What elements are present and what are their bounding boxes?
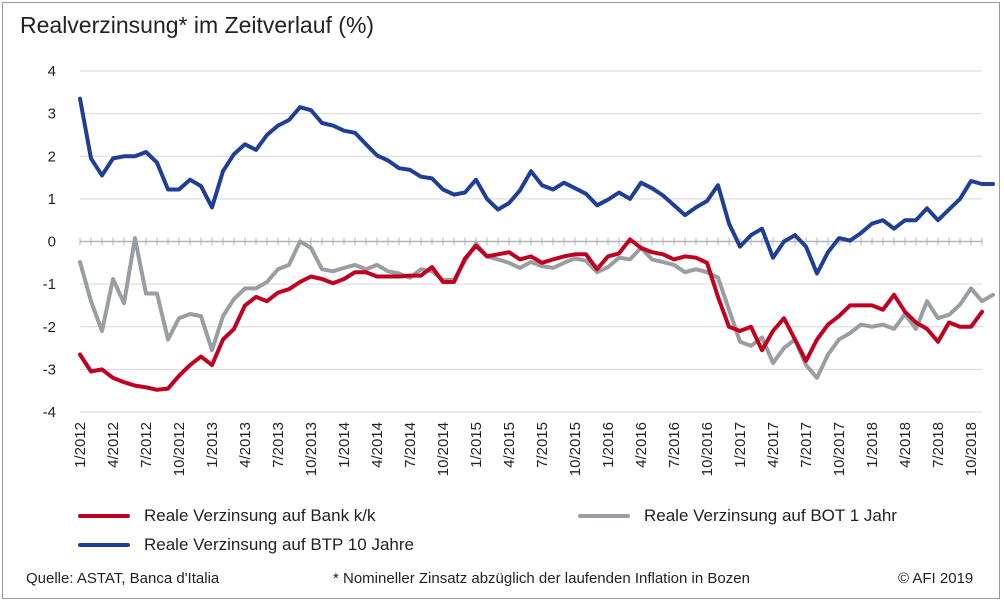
x-tick-label: 7/2012	[138, 422, 155, 468]
copyright: © AFI 2019	[898, 570, 974, 587]
x-tick-label: 1/2018	[864, 422, 881, 468]
y-tick-label: 4	[48, 63, 56, 80]
y-tick-label: 1	[48, 191, 56, 208]
x-tick-label: 7/2014	[402, 422, 419, 468]
y-tick-label: -1	[43, 276, 56, 293]
legend-label-bank: Reale Verzinsung auf Bank k/k	[144, 506, 376, 525]
legend-item-btp: Reale Verzinsung auf BTP 10 Jahre	[78, 535, 414, 555]
x-tick-label: 1/2014	[336, 422, 353, 468]
x-tick-label: 1/2013	[204, 422, 221, 468]
y-tick-label: 0	[48, 234, 56, 251]
x-tick-label: 1/2017	[732, 422, 749, 468]
x-tick-label: 4/2013	[237, 422, 254, 468]
x-tick-label: 4/2012	[105, 422, 122, 468]
x-tick-label: 4/2016	[633, 422, 650, 468]
x-tick-label: 7/2018	[930, 422, 947, 468]
source-note: Quelle: ASTAT, Banca d'Italia	[26, 570, 220, 587]
legend-label-bot: Reale Verzinsung auf BOT 1 Jahr	[644, 506, 897, 525]
x-tick-label: 7/2017	[798, 422, 815, 468]
footnote: * Nomineller Zinsatz abzüglich der laufe…	[333, 570, 750, 587]
x-tick-label: 7/2015	[534, 422, 551, 468]
legend-label-btp: Reale Verzinsung auf BTP 10 Jahre	[144, 535, 414, 554]
x-tick-label: 7/2013	[270, 422, 287, 468]
x-tick-label: 4/2018	[897, 422, 914, 468]
x-tick-label: 4/2017	[765, 422, 782, 468]
y-tick-label: -2	[43, 319, 56, 336]
legend-swatch-bot	[578, 514, 630, 518]
series-line-bot	[78, 236, 995, 380]
x-tick-label: 1/2016	[600, 422, 617, 468]
x-tick-label: 10/2012	[171, 422, 188, 476]
x-tick-label: 1/2012	[72, 422, 89, 468]
y-tick-label: 3	[48, 106, 56, 123]
x-tick-label: 7/2016	[666, 422, 683, 468]
x-tick-label: 10/2016	[699, 422, 716, 476]
legend-swatch-btp	[78, 543, 130, 547]
y-tick-label: -3	[43, 361, 56, 378]
series-line-btp	[78, 96, 995, 276]
series-line-bank	[78, 237, 984, 392]
legend-item-bot: Reale Verzinsung auf BOT 1 Jahr	[578, 506, 897, 526]
y-tick-label: 2	[48, 148, 56, 165]
x-tick-label: 4/2015	[501, 422, 518, 468]
x-tick-label: 10/2017	[831, 422, 848, 476]
chart-title: Realverzinsung* im Zeitverlauf (%)	[20, 12, 375, 38]
legend-item-bank: Reale Verzinsung auf Bank k/k	[78, 506, 376, 526]
x-tick-label: 1/2015	[468, 422, 485, 468]
x-tick-label: 10/2014	[435, 422, 452, 476]
x-tick-label: 4/2014	[369, 422, 386, 468]
x-tick-label: 10/2015	[567, 422, 584, 476]
y-tick-label: -4	[43, 404, 56, 421]
x-tick-label: 10/2013	[303, 422, 320, 476]
legend-swatch-bank	[78, 514, 130, 518]
x-tick-label: 10/2018	[963, 422, 980, 476]
